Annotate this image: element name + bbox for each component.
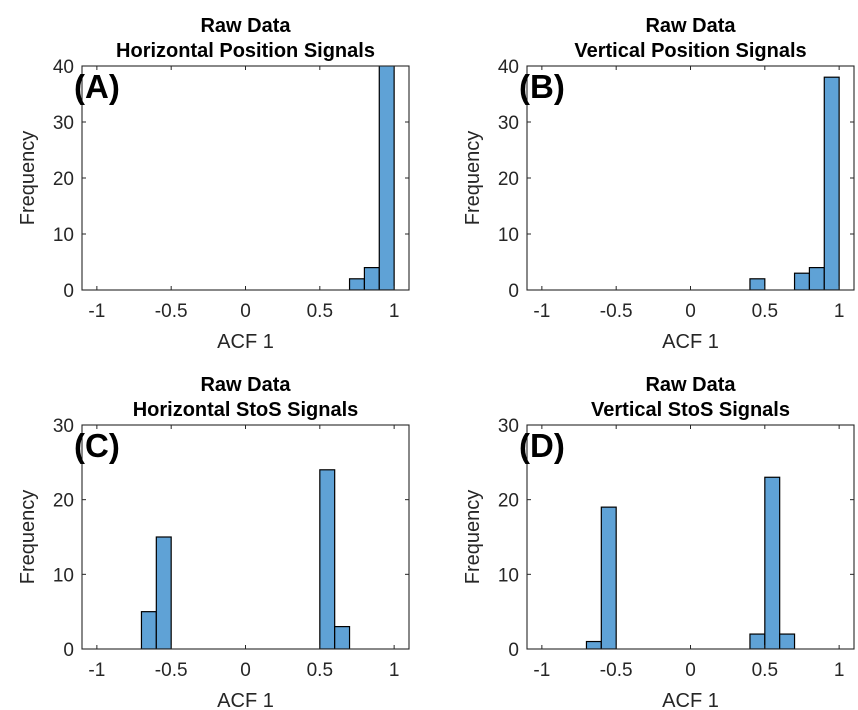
x-tick-label: 1 — [389, 301, 400, 322]
y-tick-label: 10 — [498, 565, 519, 586]
y-tick-label: 30 — [53, 416, 74, 437]
axes-box-a — [81, 65, 410, 291]
chart-title-line-1: Raw Data — [645, 374, 736, 396]
histogram-bar — [363, 267, 380, 290]
y-tick-label: 20 — [53, 169, 74, 190]
x-tick-label: 0 — [240, 301, 251, 322]
histogram-bar — [823, 76, 840, 290]
panel-label: (A) — [74, 68, 120, 105]
y-tick-label: 0 — [508, 640, 519, 661]
histogram-bar — [585, 640, 602, 649]
x-tick-label: 0 — [685, 660, 696, 681]
x-tick-label: 1 — [834, 301, 845, 322]
bars-c — [140, 469, 351, 649]
y-axis-label: Frequency — [17, 490, 39, 585]
histogram-bar — [808, 267, 825, 290]
x-tick-label: -0.5 — [600, 301, 633, 322]
bars-a — [348, 66, 395, 290]
y-tick-label: 0 — [63, 281, 74, 302]
x-tick-label: 0.5 — [752, 660, 778, 681]
x-axis-label: ACF 1 — [662, 690, 719, 710]
histogram-bar — [779, 633, 796, 649]
y-tick-label: 40 — [53, 57, 74, 78]
y-tick-label: 30 — [498, 113, 519, 134]
x-tick-label: -1 — [533, 301, 550, 322]
y-tick-label: 10 — [53, 225, 74, 246]
y-tick-label: 10 — [498, 225, 519, 246]
x-tick-label: -0.5 — [600, 660, 633, 681]
x-tick-label: -0.5 — [155, 660, 188, 681]
y-axis-label: Frequency — [17, 131, 39, 226]
histogram-bar — [764, 476, 781, 649]
x-axis-label: ACF 1 — [662, 331, 719, 353]
bars-d — [585, 476, 796, 649]
histogram-bar — [600, 506, 617, 649]
y-axis-label: Frequency — [462, 131, 484, 226]
x-axis-label: ACF 1 — [217, 331, 274, 353]
y-axis-label: Frequency — [462, 490, 484, 585]
chart-title-line-1: Raw Data — [200, 15, 291, 37]
x-tick-label: -1 — [88, 660, 105, 681]
y-tick-label: 0 — [63, 640, 74, 661]
x-tick-label: 1 — [389, 660, 400, 681]
histogram-bar — [348, 278, 366, 290]
x-tick-label: 1 — [834, 660, 845, 681]
panel-label: (B) — [519, 68, 565, 105]
histogram-bar — [793, 272, 811, 290]
chart-title-line-2: Vertical StoS Signals — [591, 399, 790, 421]
bars-b — [749, 76, 840, 290]
x-tick-label: -0.5 — [155, 301, 188, 322]
axes-box-c — [81, 424, 410, 650]
histogram-bar — [334, 625, 351, 649]
panel-label: (D) — [519, 427, 565, 464]
y-tick-label: 20 — [53, 491, 74, 512]
histogram-bar — [155, 536, 172, 649]
y-tick-label: 40 — [498, 57, 519, 78]
histogram-bar — [749, 633, 766, 649]
x-tick-label: 0.5 — [307, 660, 333, 681]
panel-label: (C) — [74, 427, 120, 464]
y-tick-label: 20 — [498, 491, 519, 512]
y-tick-label: 20 — [498, 169, 519, 190]
histogram-bar — [378, 66, 395, 290]
x-tick-label: 0.5 — [752, 301, 778, 322]
chart-title-line-2: Horizontal StoS Signals — [133, 399, 359, 421]
histogram-bar — [749, 278, 766, 290]
y-tick-label: 30 — [498, 416, 519, 437]
axes-box-d — [526, 424, 855, 650]
chart-title-line-2: Horizontal Position Signals — [116, 40, 375, 62]
y-tick-label: 0 — [508, 281, 519, 302]
x-tick-label: 0 — [685, 301, 696, 322]
x-tick-label: -1 — [88, 301, 105, 322]
chart-title-line-1: Raw Data — [645, 15, 736, 37]
x-tick-label: 0.5 — [307, 301, 333, 322]
histogram-bar — [140, 611, 157, 649]
y-tick-label: 10 — [53, 565, 74, 586]
x-tick-label: 0 — [240, 660, 251, 681]
y-tick-label: 30 — [53, 113, 74, 134]
histogram-bar — [319, 469, 336, 649]
x-tick-label: -1 — [533, 660, 550, 681]
axes-box-b — [526, 65, 855, 291]
x-axis-label: ACF 1 — [217, 690, 274, 710]
chart-title-line-2: Vertical Position Signals — [574, 40, 806, 62]
chart-title-line-1: Raw Data — [200, 374, 291, 396]
